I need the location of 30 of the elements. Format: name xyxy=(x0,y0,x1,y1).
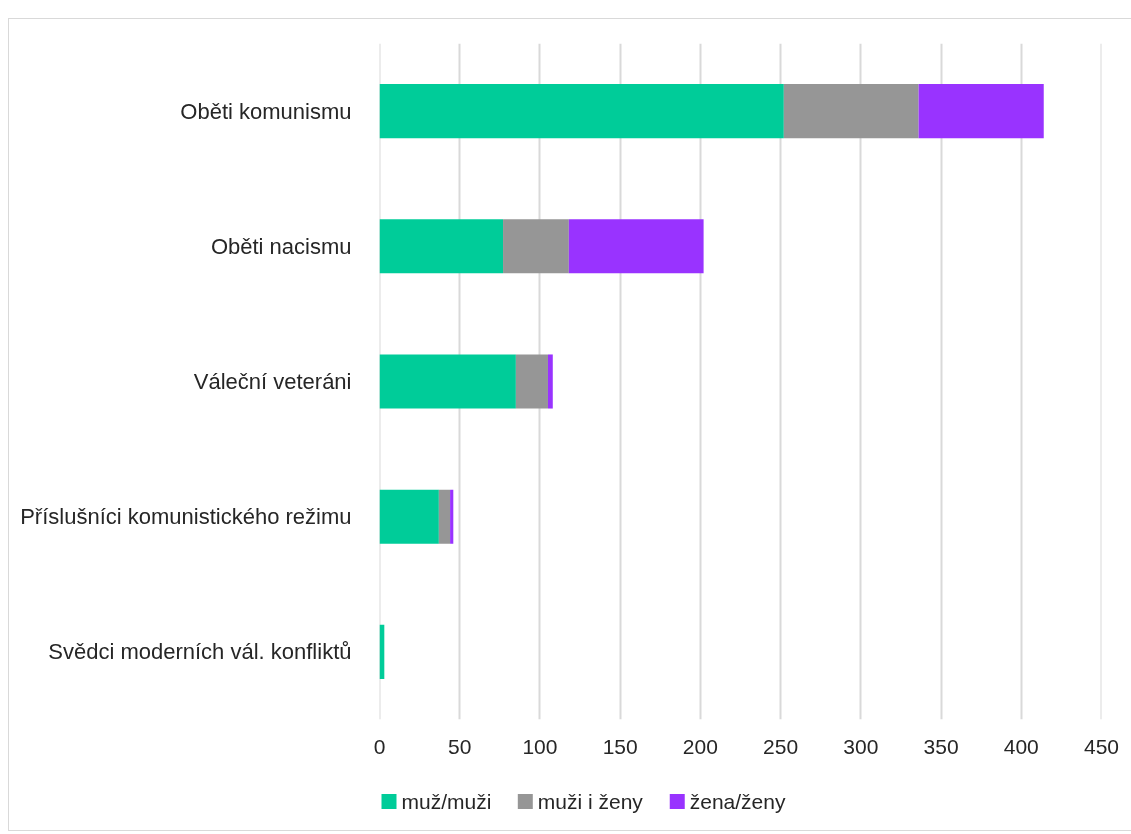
bar xyxy=(379,354,516,409)
bar xyxy=(379,84,784,139)
bar xyxy=(438,489,451,544)
x-tick-label: 250 xyxy=(763,734,799,758)
x-tick-label: 400 xyxy=(1003,734,1039,758)
bar xyxy=(783,84,919,139)
x-tick-label: 0 xyxy=(373,734,386,758)
y-tick-label: Oběti nacismu xyxy=(210,233,352,259)
y-tick-label: Váleční veteráni xyxy=(193,369,352,394)
x-tick-label: 350 xyxy=(923,734,959,758)
bar xyxy=(379,219,504,274)
legend-label: žena/ženy xyxy=(689,790,786,813)
x-tick-label: 200 xyxy=(682,734,718,758)
bar xyxy=(568,219,704,274)
x-tick-label: 150 xyxy=(602,734,638,758)
y-tick-label: Příslušníci komunistického režimu xyxy=(20,504,352,530)
bar xyxy=(918,84,1044,139)
legend-label: muž/muži xyxy=(401,790,492,813)
x-tick-label: 300 xyxy=(843,734,879,758)
bar xyxy=(379,489,439,544)
x-tick-label: 50 xyxy=(448,734,472,758)
legend-label: muži i ženy xyxy=(537,790,644,813)
bar xyxy=(503,219,569,274)
bar xyxy=(547,354,553,409)
y-tick-label: Svědci moderních vál. konfliktů xyxy=(48,639,352,665)
bar xyxy=(450,489,454,544)
x-tick-label: 450 xyxy=(1083,734,1120,758)
y-tick-label: Oběti komunismu xyxy=(180,98,352,124)
x-tick-label: 100 xyxy=(522,734,558,758)
bar xyxy=(515,354,548,409)
